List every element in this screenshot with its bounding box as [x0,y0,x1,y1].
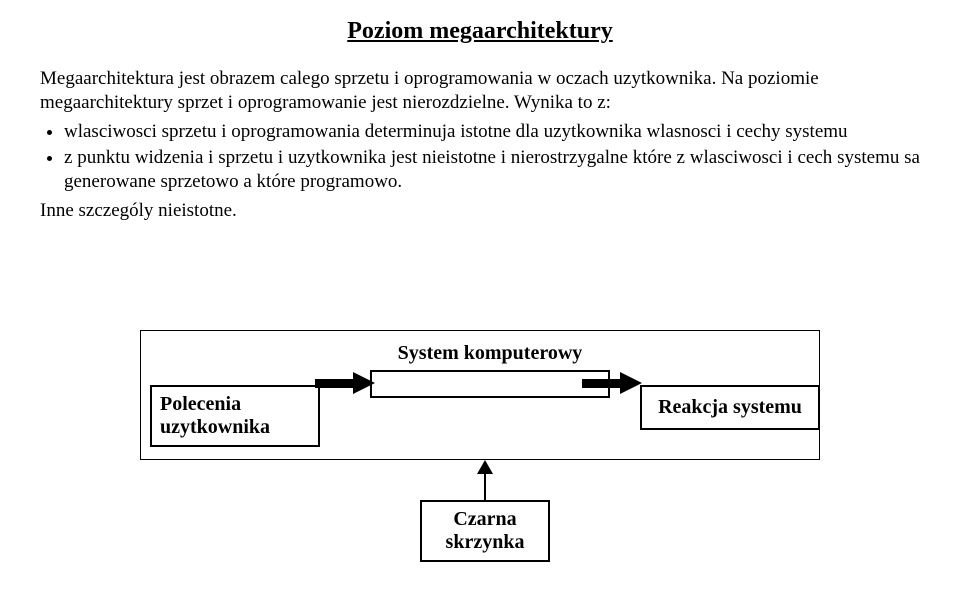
arrow-head-icon [620,372,642,394]
list-item: z punktu widzenia i sprzetu i uzytkownik… [64,146,920,195]
closing-line: Inne szczególy nieistotne. [40,199,920,223]
bullet-list: wlasciwosci sprzetu i oprogramowania det… [40,120,920,195]
node-czarna: Czarnaskrzynka [420,500,550,562]
node-label: Poleceniauzytkownika [160,393,270,439]
arrow-polecenia-system [315,379,355,388]
node-system [370,370,610,398]
list-item: wlasciwosci sprzetu i oprogramowania det… [64,120,920,144]
page-title: Poziom megaarchitektury [40,18,920,45]
arrow-head-icon [477,460,493,474]
arrow-system-reakcja [582,379,622,388]
intro-paragraph: Megaarchitektura jest obrazem calego spr… [40,67,920,116]
node-reakcja: Reakcja systemu [640,385,820,430]
node-label: Reakcja systemu [658,396,802,419]
arrow-czarna-up [484,472,486,500]
diagram: Poleceniauzytkownika System komputerowy … [140,330,820,570]
node-system-label: System komputerowy [370,342,610,365]
node-polecenia: Poleceniauzytkownika [150,385,320,447]
node-label: Czarnaskrzynka [446,508,525,554]
body-text: Megaarchitektura jest obrazem calego spr… [40,67,920,223]
arrow-head-icon [353,372,375,394]
